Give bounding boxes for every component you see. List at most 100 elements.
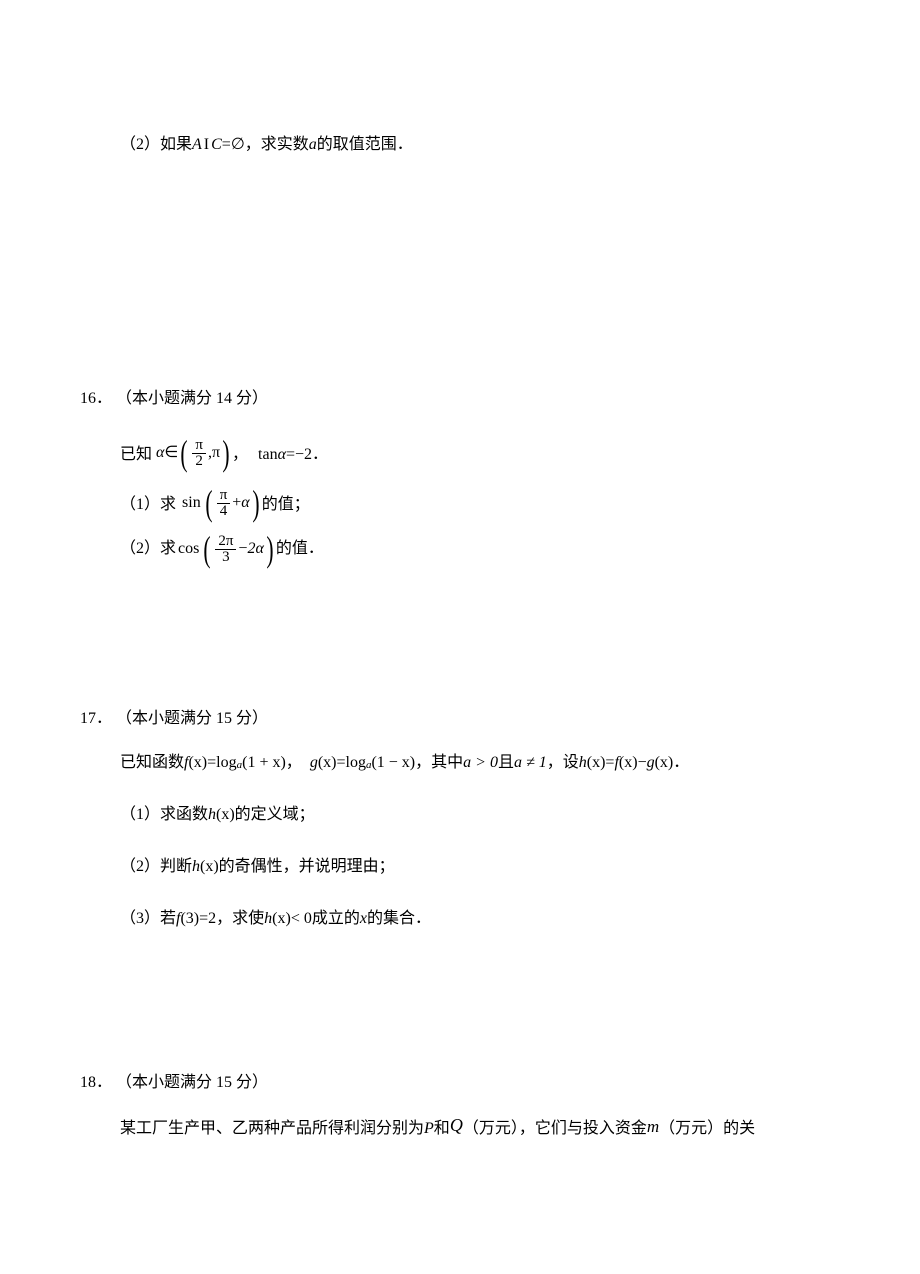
p17-q2-ofx: (x) <box>200 855 219 879</box>
p17-arg1: (1 + x) <box>242 751 286 775</box>
p16-q2-cos: cos <box>178 537 199 561</box>
p16-interval-expr: α ∈ ( π 2 , π ) <box>156 435 232 471</box>
p17-q2-tail: 的奇偶性，并说明理由； <box>219 855 395 879</box>
problem-16: 16． （本小题满分 14 分） 已知 α ∈ ( π 2 , π <box>80 387 840 567</box>
p15-after: ，求实数 <box>245 133 309 157</box>
p17-q3-ofx: (x) <box>272 907 291 931</box>
p17-gx: g <box>310 751 318 775</box>
p17-q1-pre: （1）求函数 <box>120 803 208 827</box>
den-3: 3 <box>219 550 233 565</box>
p16-header: 16． （本小题满分 14 分） <box>80 387 840 411</box>
p17-q3-lt0: < 0 <box>291 907 312 931</box>
p16-q1-sin: sin <box>182 491 201 515</box>
p17-q1: （1）求函数 h (x) 的定义域； <box>80 803 840 827</box>
p17-num: 17． <box>80 710 112 727</box>
p17-q2-pre: （2）判断 <box>120 855 192 879</box>
p16-given: 已知 α ∈ ( π 2 , π ) ， <box>80 435 840 471</box>
lparen-icon: ( <box>204 531 211 567</box>
p15-prefix: （2）如果 <box>120 133 192 157</box>
p16-tan-r: −2 <box>295 443 312 467</box>
p15-C: C <box>211 133 222 157</box>
p16-tan-eq: = <box>286 443 295 467</box>
p17-q2-h: h <box>192 855 200 879</box>
problem-18: 18． （本小题满分 15 分） 某工厂生产甲、乙两种产品所得利润分别为 P 和… <box>80 1071 840 1142</box>
p18-body: 某工厂生产甲、乙两种产品所得利润分别为 P 和 Q （万元），它们与投入资金 m… <box>80 1115 840 1142</box>
p17-gx2: g <box>647 751 655 775</box>
p17-q3-tail2: 的集合． <box>367 907 431 931</box>
p16-comma: ， <box>232 443 248 467</box>
p17-ofx4: (x) <box>619 751 638 775</box>
frac-pi-2: π 2 <box>192 438 206 469</box>
p18-a: 某工厂生产甲、乙两种产品所得利润分别为 <box>120 1117 424 1141</box>
p17-and: 且 <box>498 751 514 775</box>
p17-q2: （2）判断 h (x) 的奇偶性，并说明理由； <box>80 855 840 879</box>
q2-inner: 2π 3 − 2α <box>213 534 264 565</box>
den-4: 4 <box>217 504 231 519</box>
p15-A: A <box>192 133 202 157</box>
p18-Q: Q <box>450 1112 463 1139</box>
p17-ofx2: (x) <box>318 751 337 775</box>
p17-q3-eq: = <box>199 907 208 931</box>
lparen-icon: ( <box>181 435 188 471</box>
p17-hx: h <box>579 751 587 775</box>
p16-alpha: α <box>156 441 164 465</box>
frac-2pi-3: 2π 3 <box>215 534 236 565</box>
rparen-icon: ) <box>252 485 259 521</box>
p16-text: （本小题满分 14 分） <box>116 390 268 407</box>
p17-ane: a ≠ 1 <box>514 751 547 775</box>
p18-m: m <box>647 1114 659 1140</box>
p17-text: （本小题满分 15 分） <box>116 710 268 727</box>
p17-ofx5: (x) <box>655 751 674 775</box>
rparen-icon: ) <box>266 531 273 567</box>
p16-q2-paren: ( 2π 3 − 2α ) <box>201 531 276 567</box>
p16-tan-alpha: α <box>278 443 286 467</box>
p16-q1: （1）求 sin ( π 4 + α ) 的值； <box>80 485 840 521</box>
q1-alpha: α <box>241 491 249 515</box>
p16-tail: ． <box>312 443 328 467</box>
p16-q1-prefix: （1）求 <box>120 493 176 517</box>
p16-q2-prefix: （2）求 <box>120 537 176 561</box>
p15-op: I <box>204 133 209 157</box>
p17-arg2: (1 − x) <box>371 751 415 775</box>
p15-line: （2）如果 A I C = ∅ ，求实数 a 的取值范围． <box>120 133 840 157</box>
p18-header: 18． （本小题满分 15 分） <box>80 1071 840 1095</box>
p17-period: ． <box>673 751 689 775</box>
p16-q2-tail: 的值． <box>276 537 324 561</box>
p17-q1-tail: 的定义域； <box>235 803 315 827</box>
p17-defeq: = <box>605 751 614 775</box>
p17-suba1: a <box>237 757 243 774</box>
p17-eq2: = <box>336 751 345 775</box>
q2-minus: − <box>238 537 247 561</box>
p16-tan-l: tan <box>258 443 278 467</box>
p18-text: （本小题满分 15 分） <box>116 1074 268 1091</box>
p17-log1: log <box>216 751 236 775</box>
p17-q1-ofx: (x) <box>216 803 235 827</box>
exam-page: （2）如果 A I C = ∅ ，求实数 a 的取值范围． 16． （本小题满分… <box>0 0 920 1142</box>
lparen-icon: ( <box>205 485 212 521</box>
p17-q3-x: x <box>360 907 367 931</box>
p17-l1a: 已知函数 <box>120 751 184 775</box>
p16-interval-paren: ( π 2 , π ) <box>178 435 232 471</box>
problem-15-part-2: （2）如果 A I C = ∅ ，求实数 a 的取值范围． <box>80 133 840 157</box>
q2-2alpha: 2α <box>247 537 263 561</box>
p16-in: ∈ <box>164 441 178 465</box>
p17-q3: （3）若 f (3) = 2 ，求使 h (x) < 0 成立的 x 的集合． <box>80 907 840 931</box>
p17-agt: a > 0 <box>463 751 498 775</box>
p16-q1-expr: sin ( π 4 + α ) <box>176 485 262 521</box>
q1-inner: π 4 + α <box>215 488 250 519</box>
num-pi: π <box>217 488 231 504</box>
p17-q3-mid: ，求使 <box>216 907 264 931</box>
frac-pi-4: π 4 <box>217 488 231 519</box>
p16-num: 16． <box>80 390 112 407</box>
p18-and: 和 <box>434 1117 450 1141</box>
p17-let: ，设 <box>547 751 579 775</box>
p17-q3-h: h <box>264 907 272 931</box>
p15-empty: ∅ <box>231 133 245 157</box>
p17-header: 17． （本小题满分 15 分） <box>80 707 840 731</box>
num-2pi: 2π <box>215 534 236 550</box>
p17-q3-of3: (3) <box>180 907 199 931</box>
rparen-icon: ) <box>222 435 229 471</box>
p17-ofx1: (x) <box>188 751 207 775</box>
den-2: 2 <box>192 454 206 469</box>
p17-q3-two: 2 <box>208 907 216 931</box>
